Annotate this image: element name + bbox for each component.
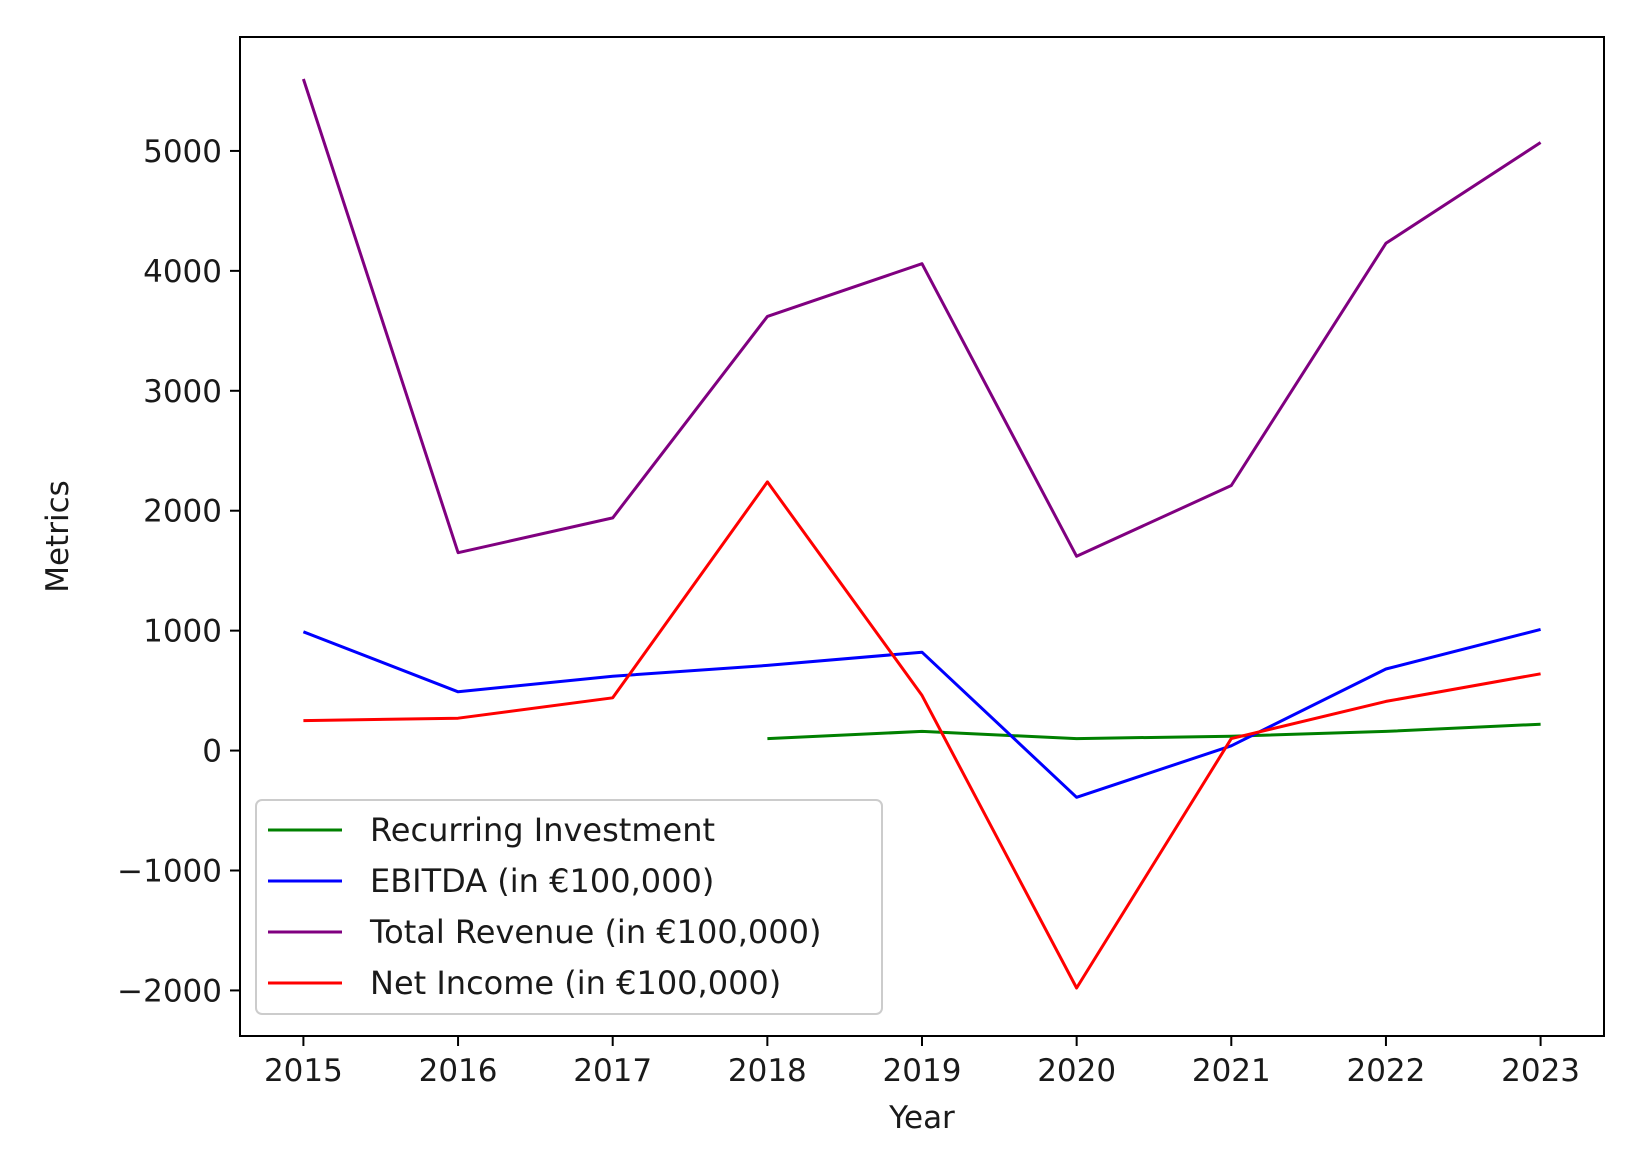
x-tick-label: 2021: [1192, 1053, 1271, 1089]
y-tick-label: 0: [202, 734, 222, 770]
x-tick-label: 2022: [1346, 1053, 1425, 1089]
x-tick-label: 2019: [883, 1053, 962, 1089]
legend-label: EBITDA (in €100,000): [370, 862, 714, 900]
x-axis-ticks: 2015 2016 2017 2018 2019 2020 2021 2022 2023: [264, 1036, 1580, 1089]
y-tick-label: 4000: [143, 254, 222, 290]
y-tick-label: 5000: [143, 134, 222, 170]
legend-label: Net Income (in €100,000): [370, 964, 781, 1002]
y-tick-label: −1000: [117, 853, 222, 889]
y-tick-label: −2000: [117, 973, 222, 1009]
legend-box: [255, 799, 883, 1015]
legend: Recurring Investment EBITDA (in €100,000)…: [255, 799, 883, 1015]
legend-label: Total Revenue (in €100,000): [369, 913, 821, 951]
series-line-0: [767, 722, 1541, 741]
x-tick-label: 2016: [419, 1053, 498, 1089]
x-tick-label: 2020: [1037, 1053, 1116, 1089]
y-tick-label: 3000: [143, 374, 222, 410]
x-tick-label: 2017: [573, 1053, 652, 1089]
y-tick-label: 2000: [143, 494, 222, 530]
series-line-3: [303, 480, 1541, 990]
series-line-1: [302, 627, 1541, 799]
x-axis-label: Year: [888, 1100, 955, 1136]
x-tick-label: 2015: [264, 1053, 343, 1089]
legend-label: Recurring Investment: [370, 811, 715, 849]
x-tick-label: 2018: [728, 1053, 807, 1089]
series-line-2: [301, 78, 1542, 558]
series-layer: [301, 78, 1542, 990]
y-axis-label: Metrics: [40, 480, 76, 593]
y-tick-label: 1000: [143, 614, 222, 650]
y-axis-ticks: −2000 −1000 0 1000 2000 3000 4000 5000: [117, 134, 240, 1009]
x-tick-label: 2023: [1501, 1053, 1580, 1089]
